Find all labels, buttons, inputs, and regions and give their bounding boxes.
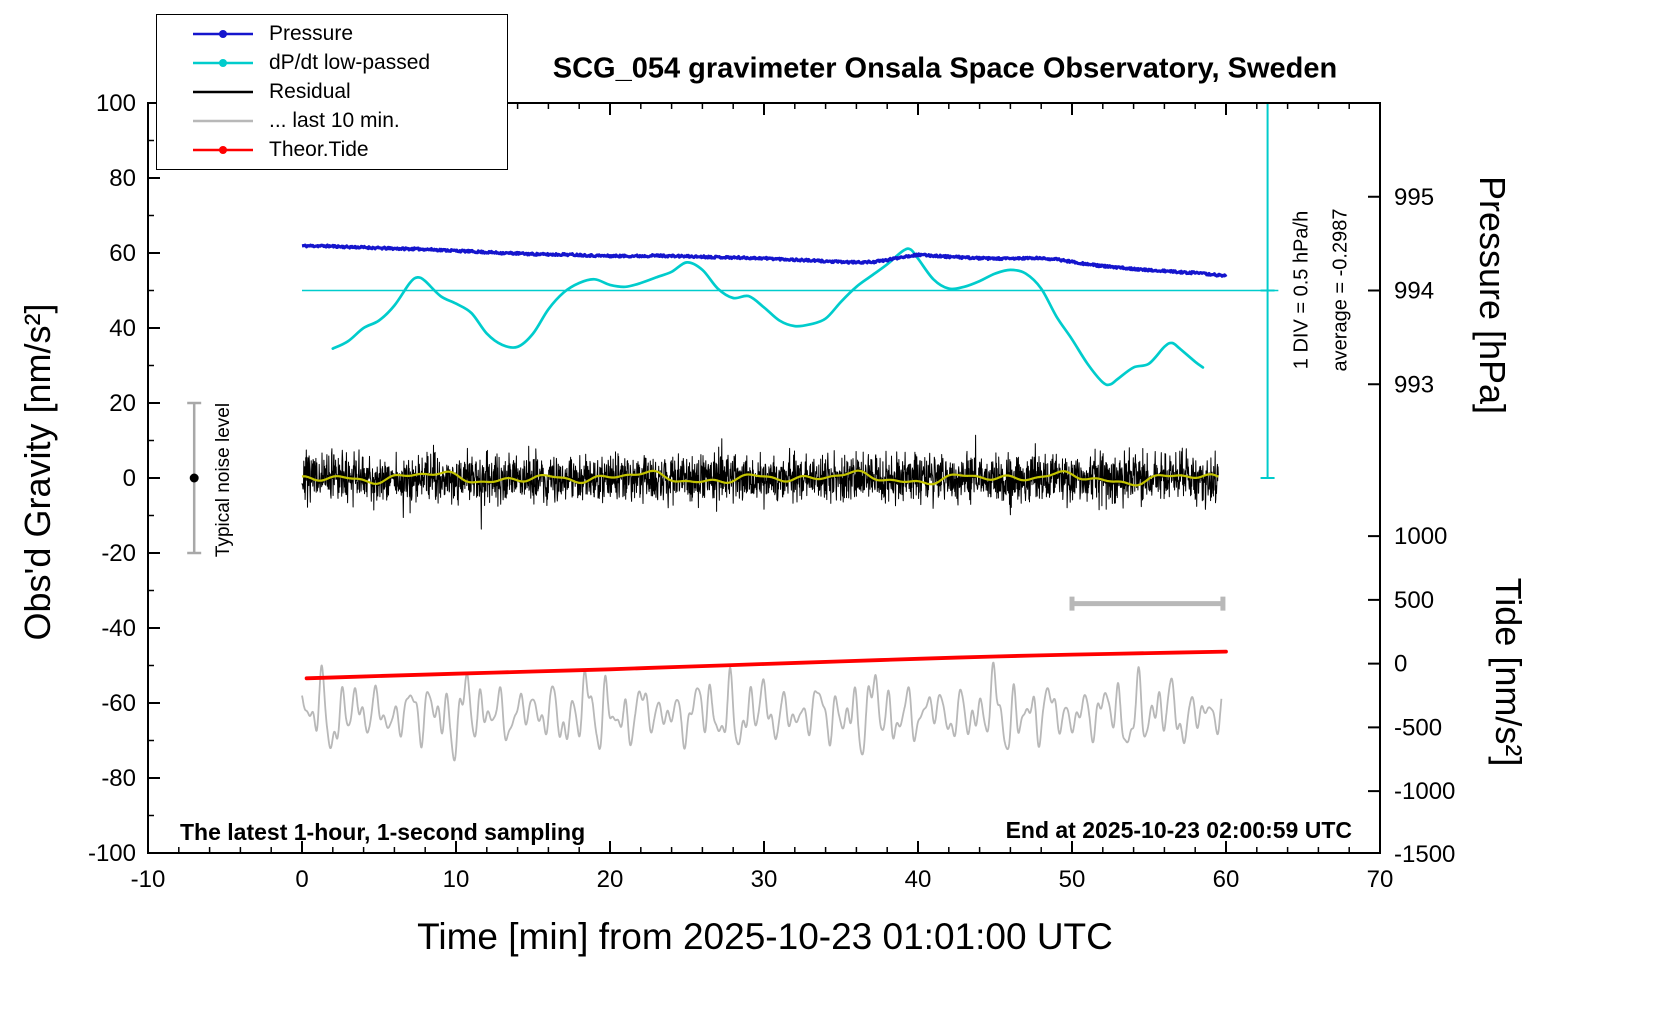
series-last-10-min: [301, 661, 1223, 762]
y-tick-label: 80: [109, 165, 136, 192]
series-dpdt-lowpassed: [331, 247, 1205, 387]
y-tick-label: 40: [109, 315, 136, 342]
x-tick-label: 40: [905, 866, 932, 893]
legend-sample-line: [193, 30, 253, 39]
legend-label: ... last 10 min.: [269, 108, 400, 132]
x-axis-label: Time [min] from 2025-10-23 01:01:00 UTC: [417, 916, 1113, 957]
y-tick-label: -100: [88, 840, 136, 867]
legend-label: Pressure: [269, 22, 354, 46]
y-tick-label: -40: [101, 615, 136, 642]
y-tick-label: 20: [109, 390, 136, 417]
y-axis-label-gravity: Obs'd Gravity [nm/s²]: [17, 303, 58, 641]
legend-marker-dot: [219, 59, 227, 68]
legend-sample-line: [193, 90, 253, 94]
right-tick-label: -1500: [1394, 841, 1455, 868]
sampling-note: The latest 1-hour, 1-second sampling: [180, 819, 586, 845]
div-scale-annotation: 1 DIV = 0.5 hPa/h: [1290, 210, 1313, 370]
legend-label: Theor.Tide: [269, 137, 369, 161]
legend-item-2: Residual: [191, 80, 507, 104]
y-tick-label: 0: [123, 465, 136, 492]
y-axis-label-tide: Tide [nm/s²]: [1488, 577, 1529, 767]
series-theor-tide: [304, 649, 1228, 681]
legend-item-4: Theor.Tide: [191, 138, 507, 162]
y-axis-label-pressure: Pressure [hPa]: [1472, 175, 1513, 415]
y-tick-label: 60: [109, 240, 136, 267]
right-tick-label: 0: [1394, 651, 1407, 678]
legend-item-0: Pressure: [191, 22, 507, 46]
right-tick-label: -1000: [1394, 778, 1455, 805]
right-tick-label: 500: [1394, 587, 1434, 614]
legend-marker-dot: [219, 145, 227, 154]
legend-sample-line: [193, 59, 253, 68]
right-tick-label: 1000: [1394, 523, 1447, 550]
legend-label: Residual: [269, 79, 351, 103]
legend-box: Pressure dP/dt low-passed Residual ... last…: [156, 14, 508, 170]
series-residual: [301, 434, 1219, 530]
series-residual-lowpass: [301, 469, 1219, 487]
chart-title: SCG_054 gravimeter Onsala Space Observat…: [552, 52, 1338, 85]
x-tick-label: -10: [131, 866, 166, 893]
x-tick-label: 70: [1367, 866, 1394, 893]
right-tick-label: 995: [1394, 184, 1434, 211]
right-tick-label: -500: [1394, 714, 1442, 741]
series-pressure: [301, 243, 1228, 278]
right-tick-label: 993: [1394, 371, 1434, 398]
noise-level-dot: [189, 473, 199, 483]
legend-sample-line: [193, 119, 253, 123]
x-tick-label: 0: [295, 866, 308, 893]
end-time-note: End at 2025-10-23 02:00:59 UTC: [1005, 817, 1352, 843]
x-tick-label: 20: [597, 866, 624, 893]
x-tick-label: 50: [1059, 866, 1086, 893]
average-annotation: average = -0.2987: [1329, 208, 1352, 372]
legend-sample-line: [193, 145, 253, 154]
legend-label: dP/dt low-passed: [269, 51, 431, 75]
noise-level-label: Typical noise level: [213, 402, 234, 558]
y-tick-label: 100: [96, 90, 136, 117]
right-tick-label: 994: [1394, 278, 1434, 305]
legend-item-3: ... last 10 min.: [191, 109, 507, 133]
y-tick-label: -80: [101, 765, 136, 792]
x-tick-label: 60: [1213, 866, 1240, 893]
legend-marker-dot: [219, 30, 227, 39]
y-tick-label: -60: [101, 690, 136, 717]
legend-item-1: dP/dt low-passed: [191, 51, 507, 75]
x-tick-label: 10: [443, 866, 470, 893]
y-tick-label: -20: [101, 540, 136, 567]
x-tick-label: 30: [751, 866, 778, 893]
